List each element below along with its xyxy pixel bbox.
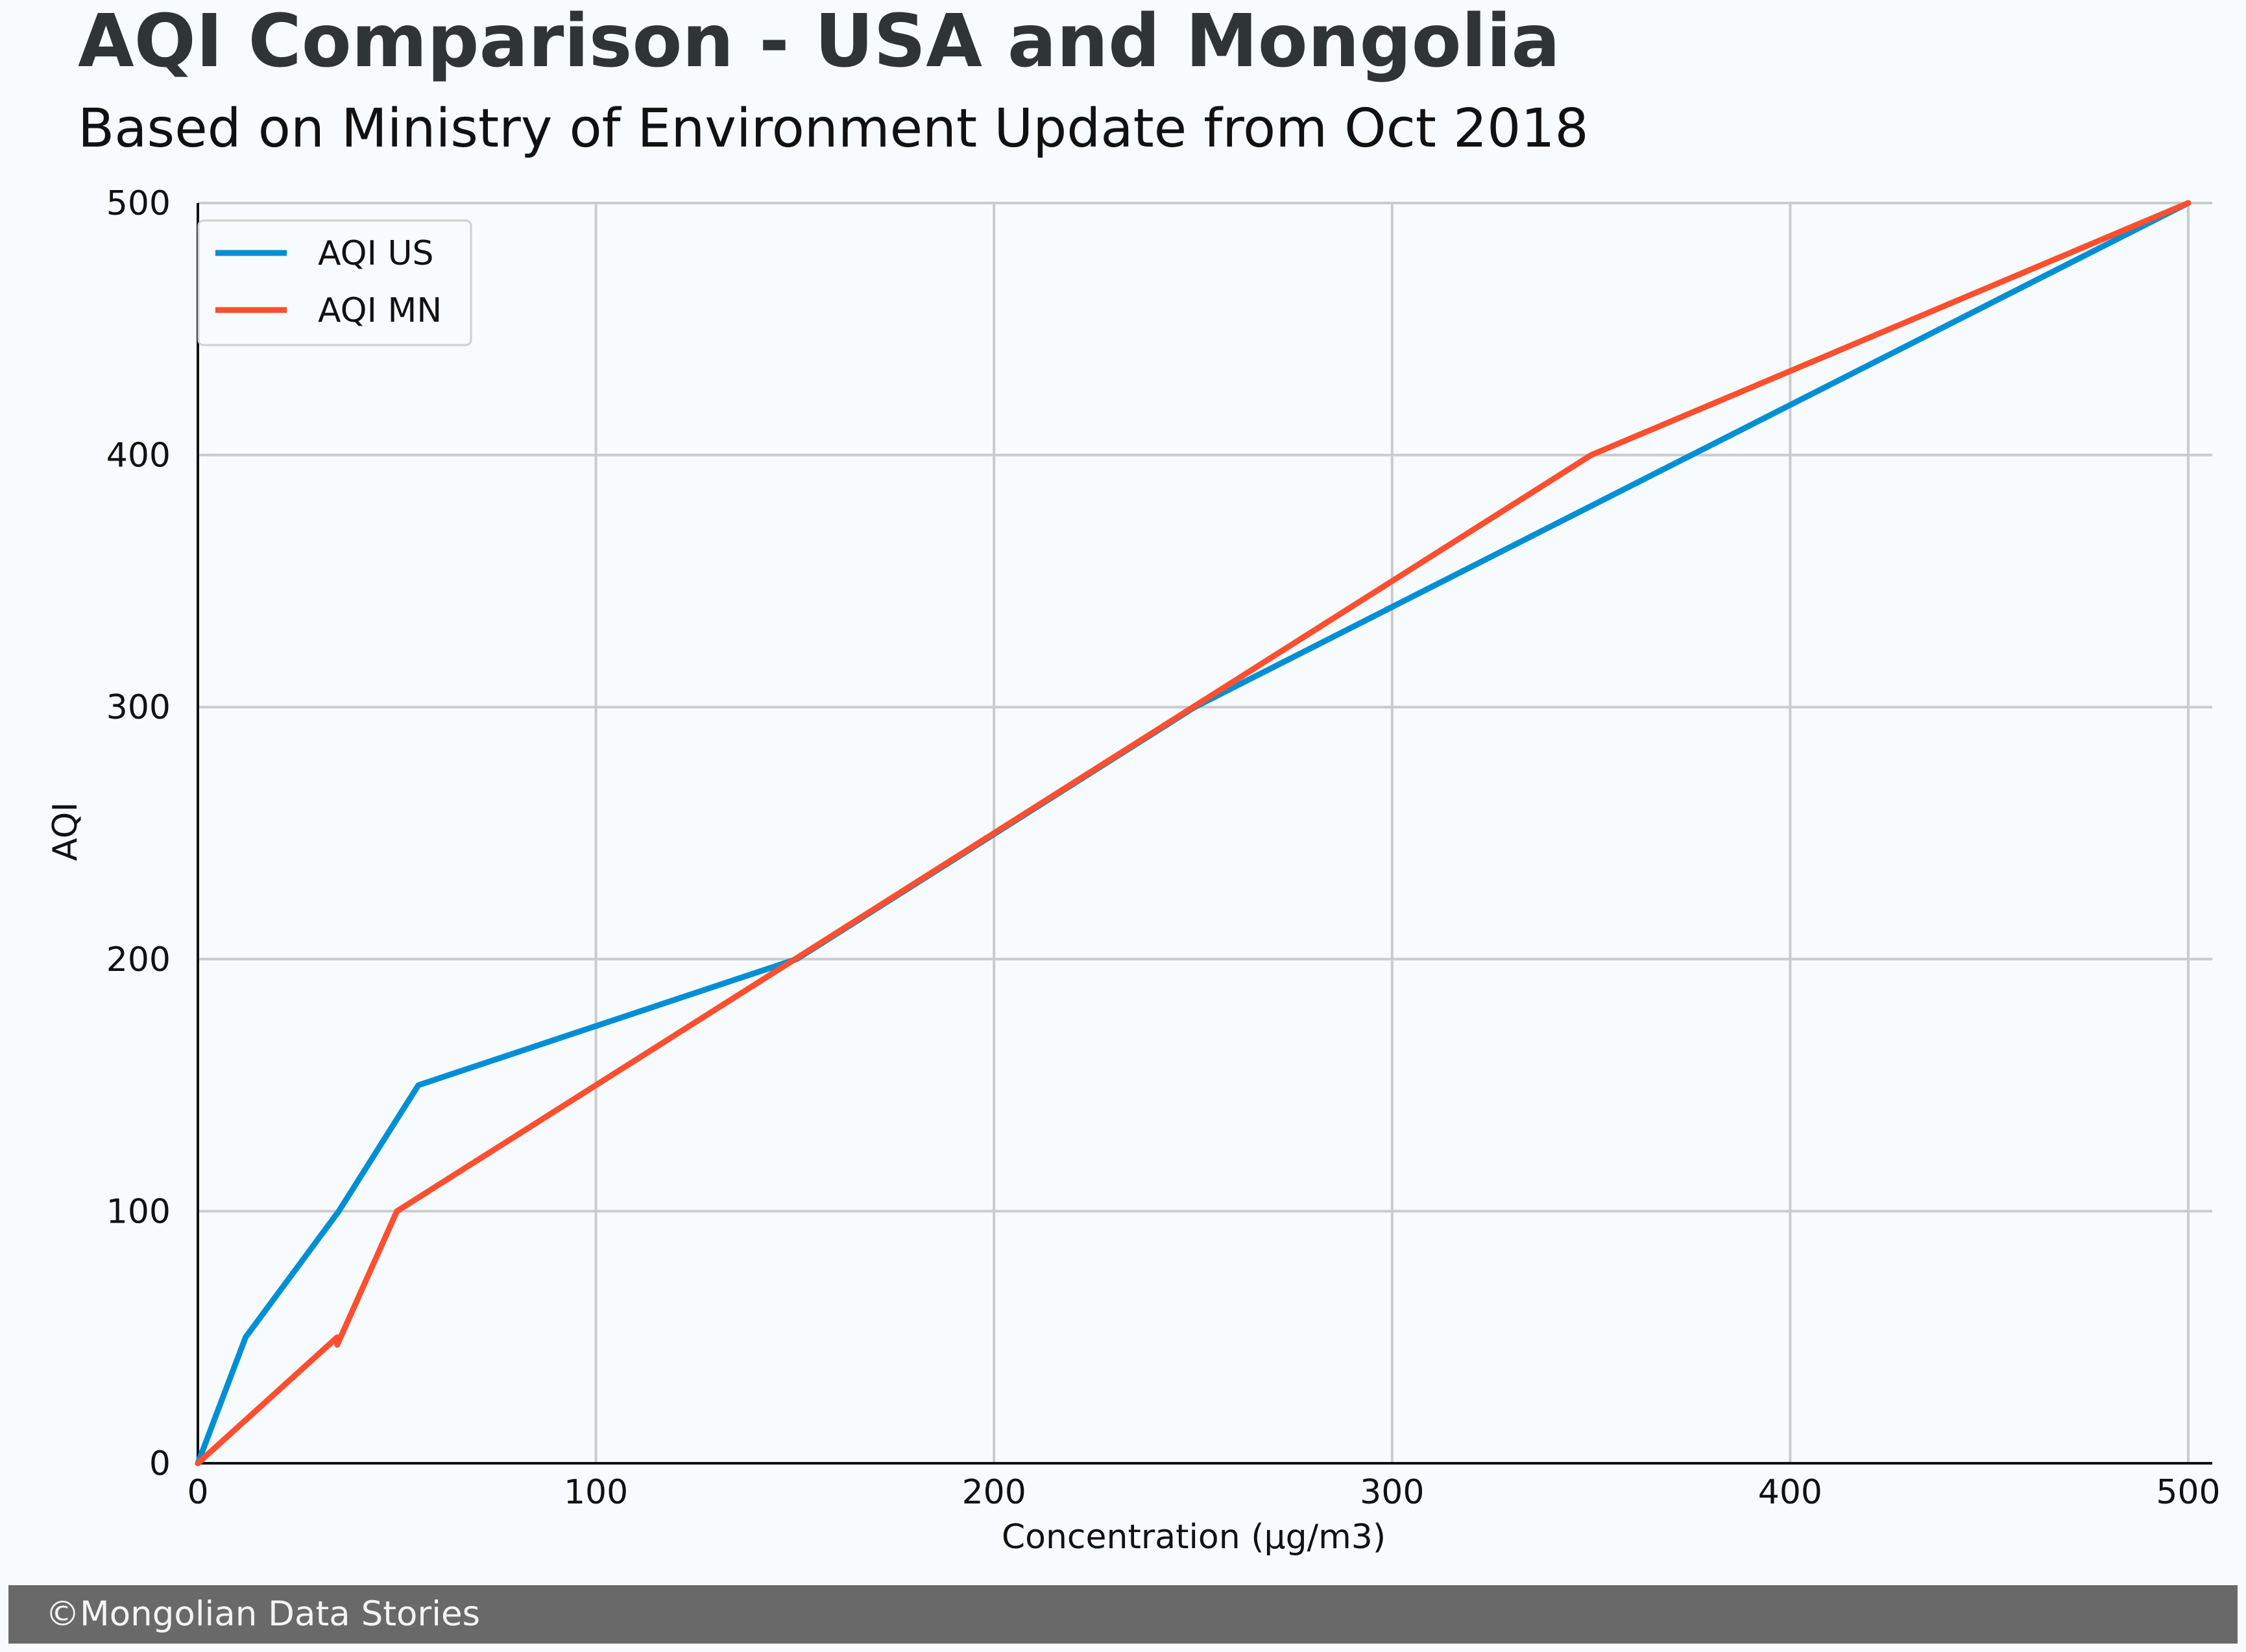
series-lines bbox=[195, 200, 2192, 1466]
y-tick-label: 500 bbox=[106, 184, 171, 223]
chart-title: AQI Comparison - USA and Mongolia bbox=[78, 0, 1560, 84]
legend: AQI US AQI MN bbox=[197, 219, 472, 346]
chart-subtitle: Based on Ministry of Environment Update … bbox=[78, 98, 1589, 160]
legend-label: AQI US bbox=[318, 234, 434, 273]
grid-lines bbox=[198, 202, 2212, 1463]
x-tick-label: 500 bbox=[2156, 1473, 2220, 1512]
x-tick-label: 200 bbox=[962, 1473, 1026, 1512]
footer-credit: ©Mongolian Data Stories bbox=[45, 1594, 481, 1634]
y-tick-label: 400 bbox=[106, 437, 171, 475]
x-axis-label: Concentration (µg/m3) bbox=[1002, 1518, 1386, 1557]
y-tick-label: 100 bbox=[106, 1192, 171, 1231]
footer-bar bbox=[8, 1585, 2238, 1644]
tick-labels: 0 100 200 300 400 500 0 100 200 300 400 500 bbox=[106, 184, 2221, 1512]
series-line-aqi-mn bbox=[195, 200, 2192, 1466]
x-tick-label: 400 bbox=[1758, 1473, 1822, 1512]
y-tick-label: 200 bbox=[106, 940, 171, 979]
y-tick-label: 0 bbox=[149, 1444, 171, 1483]
series-line-aqi-us bbox=[195, 200, 2192, 1466]
legend-label: AQI MN bbox=[318, 291, 442, 330]
y-axis-label: AQI bbox=[46, 802, 85, 861]
x-tick-label: 100 bbox=[564, 1473, 628, 1512]
x-tick-label: 0 bbox=[187, 1473, 208, 1512]
axes bbox=[197, 203, 2212, 1465]
y-tick-label: 300 bbox=[106, 688, 171, 727]
x-tick-label: 300 bbox=[1360, 1473, 1424, 1512]
